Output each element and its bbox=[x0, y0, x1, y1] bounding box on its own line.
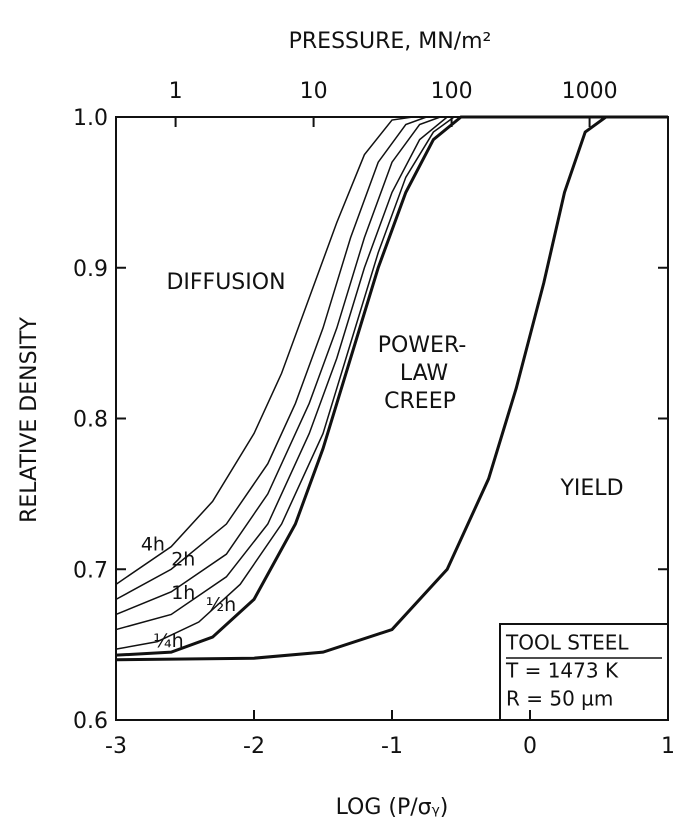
x2-tick-label: 10 bbox=[300, 79, 328, 104]
y-tick-label: 0.8 bbox=[73, 408, 108, 433]
x-axis-label: LOG (P/σᵧ) bbox=[336, 795, 449, 820]
chart-title: PRESSURE, MN/m² bbox=[289, 29, 492, 54]
curve-label: 2h bbox=[171, 549, 195, 571]
x2-tick-label: 100 bbox=[431, 79, 473, 104]
x2-tick-label: 1 bbox=[169, 79, 183, 104]
x-tick-label: 1 bbox=[661, 734, 673, 759]
region-label: DIFFUSION bbox=[166, 270, 285, 295]
region-label: YIELD bbox=[559, 476, 623, 501]
y-tick-label: 0.9 bbox=[73, 257, 108, 282]
info-text: T = 1473 K bbox=[505, 659, 619, 683]
curve-label: 1h bbox=[171, 582, 195, 604]
curve bbox=[115, 115, 668, 662]
y-tick-label: 1.0 bbox=[73, 106, 108, 131]
info-text: TOOL STEEL bbox=[505, 631, 629, 655]
region-label: LAW bbox=[400, 361, 449, 386]
curve-label: ¼h bbox=[153, 630, 183, 652]
region-label: POWER- bbox=[378, 333, 467, 358]
x-tick-label: 0 bbox=[523, 734, 537, 759]
curve bbox=[115, 116, 441, 616]
region-label: CREEP bbox=[384, 389, 456, 414]
curve bbox=[115, 116, 413, 585]
x-tick-label: -1 bbox=[381, 734, 403, 759]
curve bbox=[115, 116, 427, 601]
curve bbox=[115, 116, 448, 631]
x-tick-label: -2 bbox=[243, 734, 265, 759]
curve-label: ½h bbox=[206, 594, 236, 616]
info-text: R = 50 µm bbox=[506, 687, 613, 711]
y-tick-label: 0.6 bbox=[73, 709, 108, 734]
curve bbox=[115, 116, 455, 650]
y-axis-label: RELATIVE DENSITY bbox=[17, 317, 42, 523]
info-box bbox=[499, 623, 669, 721]
x2-tick-label: 1000 bbox=[562, 79, 618, 104]
curve bbox=[115, 115, 668, 657]
x-tick-label: -3 bbox=[105, 734, 127, 759]
y-tick-label: 0.7 bbox=[73, 558, 108, 583]
curve-label: 4h bbox=[141, 534, 165, 556]
